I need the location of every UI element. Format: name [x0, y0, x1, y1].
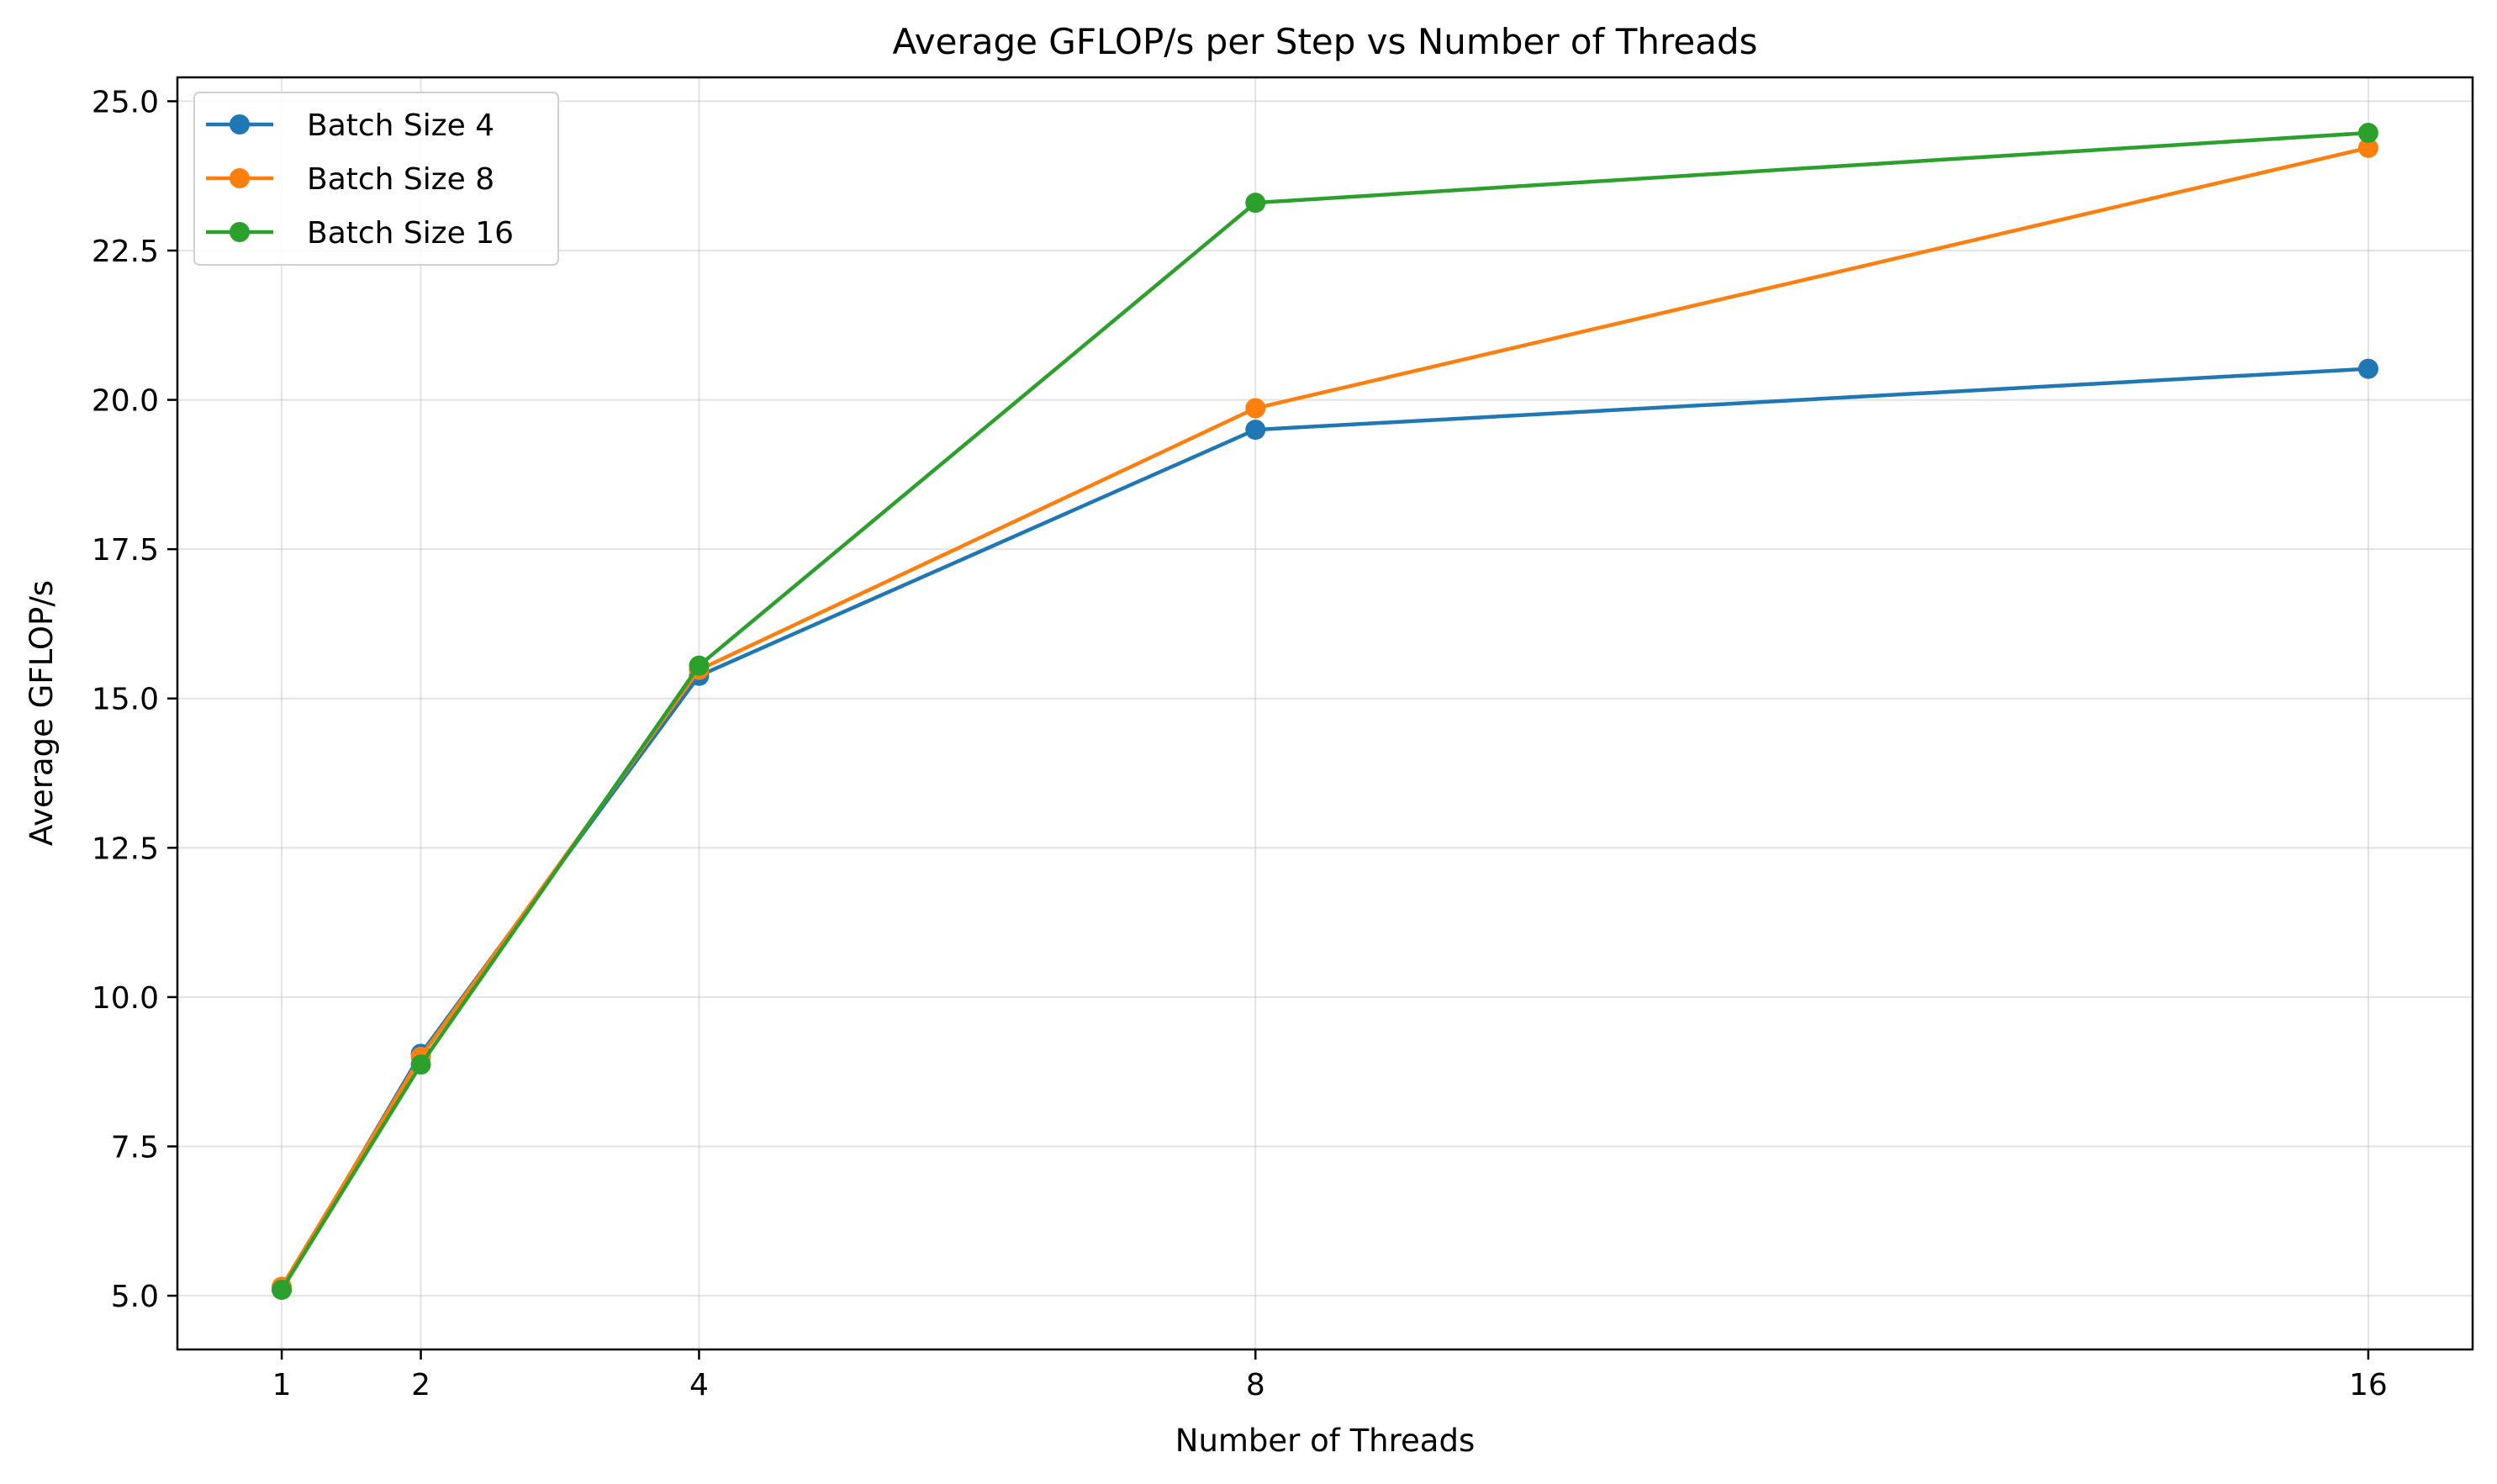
y-tick-label: 12.5 [92, 832, 159, 866]
series-layer [272, 123, 2378, 1300]
plot-frame [176, 76, 2474, 1351]
legend: Batch Size 4 Batch Size 8 Batch Size 16 [193, 92, 559, 266]
legend-label: Batch Size 4 [307, 108, 494, 143]
data-point [1245, 398, 1266, 419]
y-tick-label: 22.5 [92, 235, 159, 269]
y-tick-label: 15.0 [92, 683, 159, 717]
y-tick-label: 7.5 [111, 1130, 159, 1164]
x-axis: 1 2 4 8 16 [272, 1349, 2388, 1402]
x-tick-label: 1 [272, 1368, 292, 1402]
legend-item: Batch Size 4 [206, 108, 494, 143]
data-point [1245, 193, 1266, 214]
data-point [689, 655, 710, 676]
chart-title: Average GFLOP/s per Step vs Number of Th… [892, 21, 1757, 62]
legend-label: Batch Size 8 [307, 162, 494, 197]
x-tick-label: 8 [1246, 1368, 1265, 1402]
x-axis-label: Number of Threads [1175, 1423, 1475, 1459]
legend-box [193, 92, 559, 266]
y-tick-label: 17.5 [92, 533, 159, 568]
legend-swatch-marker [230, 114, 250, 135]
legend-item: Batch Size 16 [206, 216, 514, 251]
y-axis-label: Average GFLOP/s [24, 580, 60, 846]
x-tick-label: 4 [689, 1368, 709, 1402]
legend-item: Batch Size 8 [206, 162, 494, 197]
data-point [2357, 358, 2378, 379]
x-tick-label: 2 [411, 1368, 430, 1402]
data-point [2357, 123, 2378, 144]
data-point [1245, 420, 1266, 441]
data-point [2357, 137, 2378, 158]
legend-label: Batch Size 16 [307, 216, 514, 251]
data-point [410, 1054, 431, 1075]
data-point [272, 1279, 293, 1300]
x-tick-label: 16 [2349, 1368, 2388, 1402]
y-tick-label: 10.0 [92, 981, 159, 1016]
series-3 [272, 123, 2378, 1300]
legend-swatch-marker [230, 222, 250, 242]
legend-swatch-marker [230, 168, 250, 188]
y-tick-label: 5.0 [111, 1280, 159, 1314]
legend-entries: Batch Size 4 Batch Size 8 Batch Size 16 [206, 108, 514, 251]
y-axis: 5.0 7.5 10.0 12.5 15.0 17.5 20.0 22.5 25.0 [92, 85, 177, 1314]
y-tick-label: 25.0 [92, 85, 159, 119]
grid [177, 77, 2473, 1349]
y-tick-label: 20.0 [92, 384, 159, 419]
